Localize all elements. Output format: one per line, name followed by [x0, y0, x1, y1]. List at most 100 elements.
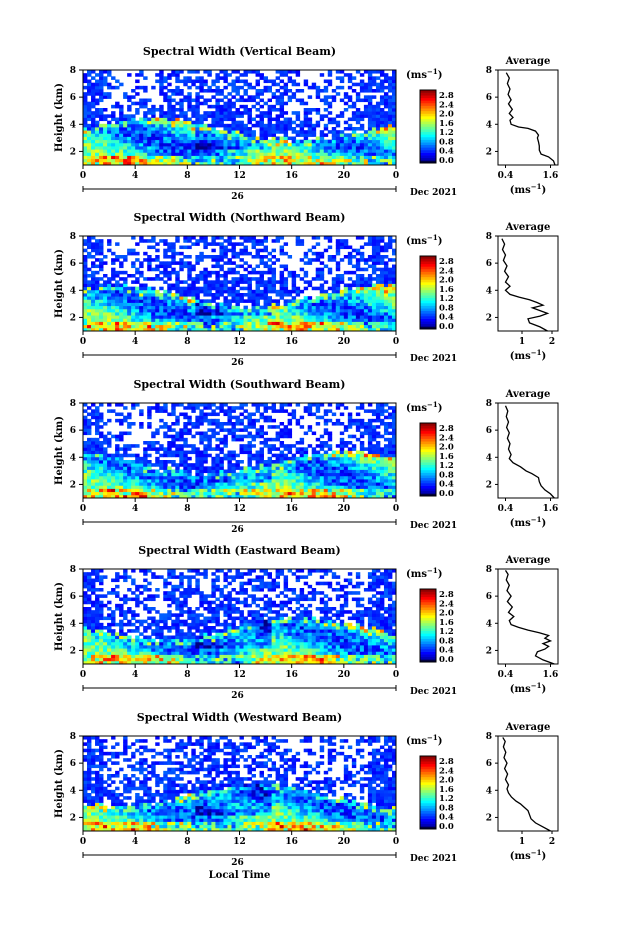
heatmap-cell: [267, 251, 272, 256]
heatmap-cell: [359, 315, 365, 319]
heatmap-cell: [127, 155, 132, 160]
heatmap-cell: [159, 89, 164, 93]
heatmap-cell: [175, 261, 180, 265]
heatmap-cell: [87, 130, 92, 134]
heatmap-cell: [139, 98, 144, 103]
heatmap-cell: [223, 428, 228, 432]
heatmap-cell: [187, 312, 192, 316]
heatmap-cell: [383, 324, 389, 329]
heatmap-cell: [167, 161, 172, 166]
heatmap-cell: [375, 236, 381, 240]
heatmap-cell: [283, 142, 289, 147]
heatmap-cell: [279, 280, 285, 284]
heatmap-cell: [219, 482, 224, 486]
heatmap-cell: [251, 152, 256, 156]
heatmap-cell: [303, 142, 309, 147]
heatmap-cell: [247, 460, 252, 464]
heatmap-cell: [307, 85, 313, 90]
heatmap-cell: [247, 441, 252, 445]
heatmap-cell: [167, 277, 172, 281]
colorbar-swatch: [420, 90, 436, 93]
heatmap-cell: [83, 152, 88, 156]
heatmap-cell: [223, 251, 228, 256]
heatmap-cell: [239, 236, 244, 240]
heatmap-cell: [91, 463, 96, 467]
heatmap-cell: [179, 308, 184, 313]
heatmap-cell: [187, 79, 192, 84]
heatmap-cell: [263, 152, 268, 156]
heatmap-cell: [287, 70, 293, 74]
heatmap-cell: [375, 286, 381, 291]
heatmap-cell: [231, 127, 236, 131]
heatmap-cell: [167, 482, 172, 486]
heatmap-cell: [131, 444, 136, 448]
heatmap-cell: [307, 321, 313, 326]
heatmap-cell: [139, 101, 144, 106]
heatmap-cell: [219, 111, 224, 115]
heatmap-cell: [335, 318, 341, 322]
heatmap-cell: [307, 120, 313, 125]
heatmap-cell: [351, 264, 357, 269]
heatmap-cell: [151, 111, 156, 115]
heatmap-cell: [255, 280, 260, 284]
heatmap-cell: [275, 318, 281, 322]
heatmap-cell: [323, 296, 329, 300]
heatmap-cell: [375, 104, 381, 109]
heatmap-cell: [151, 479, 156, 483]
heatmap-cell: [171, 441, 176, 445]
heatmap-cell: [119, 472, 124, 477]
heatmap-cell: [167, 139, 172, 144]
heatmap-cell: [243, 469, 248, 474]
colorbar-swatch: [420, 139, 436, 143]
heatmap-cell: [235, 139, 240, 144]
heatmap-cell: [123, 494, 128, 499]
heatmap-cell: [175, 479, 180, 483]
heatmap-cell: [211, 114, 216, 118]
heatmap-cell: [167, 136, 172, 141]
heatmap-cell: [119, 264, 124, 269]
heatmap-cell: [195, 261, 200, 265]
heatmap-cell: [375, 308, 381, 313]
heatmap-cell: [87, 79, 92, 84]
heatmap-cell: [347, 152, 353, 156]
heatmap-cell: [339, 289, 345, 294]
heatmap-cell: [103, 82, 108, 87]
heatmap-cell: [271, 479, 277, 483]
heatmap-cell: [315, 444, 321, 448]
heatmap-cell: [155, 460, 160, 464]
heatmap-cell: [155, 469, 160, 474]
heatmap-cell: [227, 472, 232, 477]
heatmap-cell: [259, 296, 264, 300]
heatmap-cell: [219, 152, 224, 156]
heatmap-cell: [283, 469, 289, 474]
heatmap-cell: [119, 431, 124, 436]
heatmap-cell: [143, 472, 148, 477]
heatmap-cell: [215, 491, 220, 496]
heatmap-cell: [191, 450, 196, 455]
heatmap-cell: [315, 488, 321, 493]
heatmap-cell: [335, 324, 341, 329]
heatmap-cell: [231, 428, 236, 432]
heatmap-cell: [331, 299, 337, 303]
heatmap-cell: [151, 485, 156, 489]
heatmap-cell: [159, 155, 164, 160]
heatmap-cell: [167, 242, 172, 246]
heatmap-cell: [239, 95, 244, 99]
heatmap-cell: [91, 117, 96, 122]
heatmap-cell: [271, 127, 277, 131]
heatmap-cell: [299, 466, 305, 470]
heatmap-cell: [167, 308, 172, 313]
heatmap-cell: [171, 261, 176, 265]
heatmap-cell: [103, 155, 108, 160]
heatmap-cell: [363, 149, 369, 153]
heatmap-cell: [211, 258, 216, 262]
heatmap-cell: [363, 82, 369, 87]
heatmap-cell: [355, 321, 361, 326]
heatmap-cell: [179, 89, 184, 93]
heatmap-cell: [343, 315, 349, 319]
heatmap-cell: [383, 111, 389, 115]
heatmap-cell: [239, 324, 244, 329]
heatmap-cell: [211, 127, 216, 131]
heatmap-cell: [155, 308, 160, 313]
heatmap-cell: [299, 267, 305, 272]
